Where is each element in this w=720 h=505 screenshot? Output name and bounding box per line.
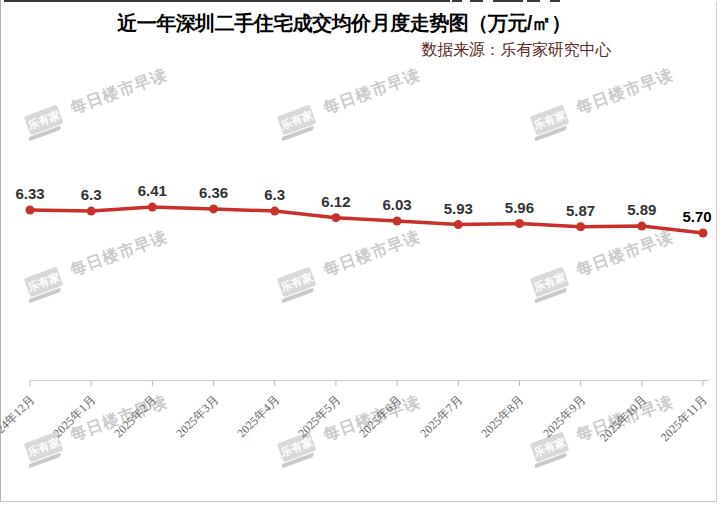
data-point [637,222,646,231]
data-point [209,204,218,213]
point-value-label: 6.12 [314,193,358,210]
point-value-label: 5.96 [497,199,541,216]
point-value-label: 5.87 [559,202,603,219]
point-value-label: 6.3 [69,186,113,203]
data-point [87,207,96,216]
point-value-label: 6.41 [130,182,174,199]
point-value-label: 6.03 [375,196,419,213]
point-value-label: 6.33 [8,185,52,202]
data-point [148,203,157,212]
data-point [331,213,340,222]
point-value-label: 5.70 [675,208,719,225]
point-value-label: 6.3 [253,186,297,203]
data-point [454,220,463,229]
data-point [393,216,402,225]
data-point [515,219,524,228]
data-point [699,229,708,238]
point-value-label: 5.93 [436,200,480,217]
data-point [270,207,279,216]
data-point [576,222,585,231]
data-point [26,206,35,215]
point-value-label: 6.36 [192,184,236,201]
point-value-label: 5.89 [620,201,664,218]
